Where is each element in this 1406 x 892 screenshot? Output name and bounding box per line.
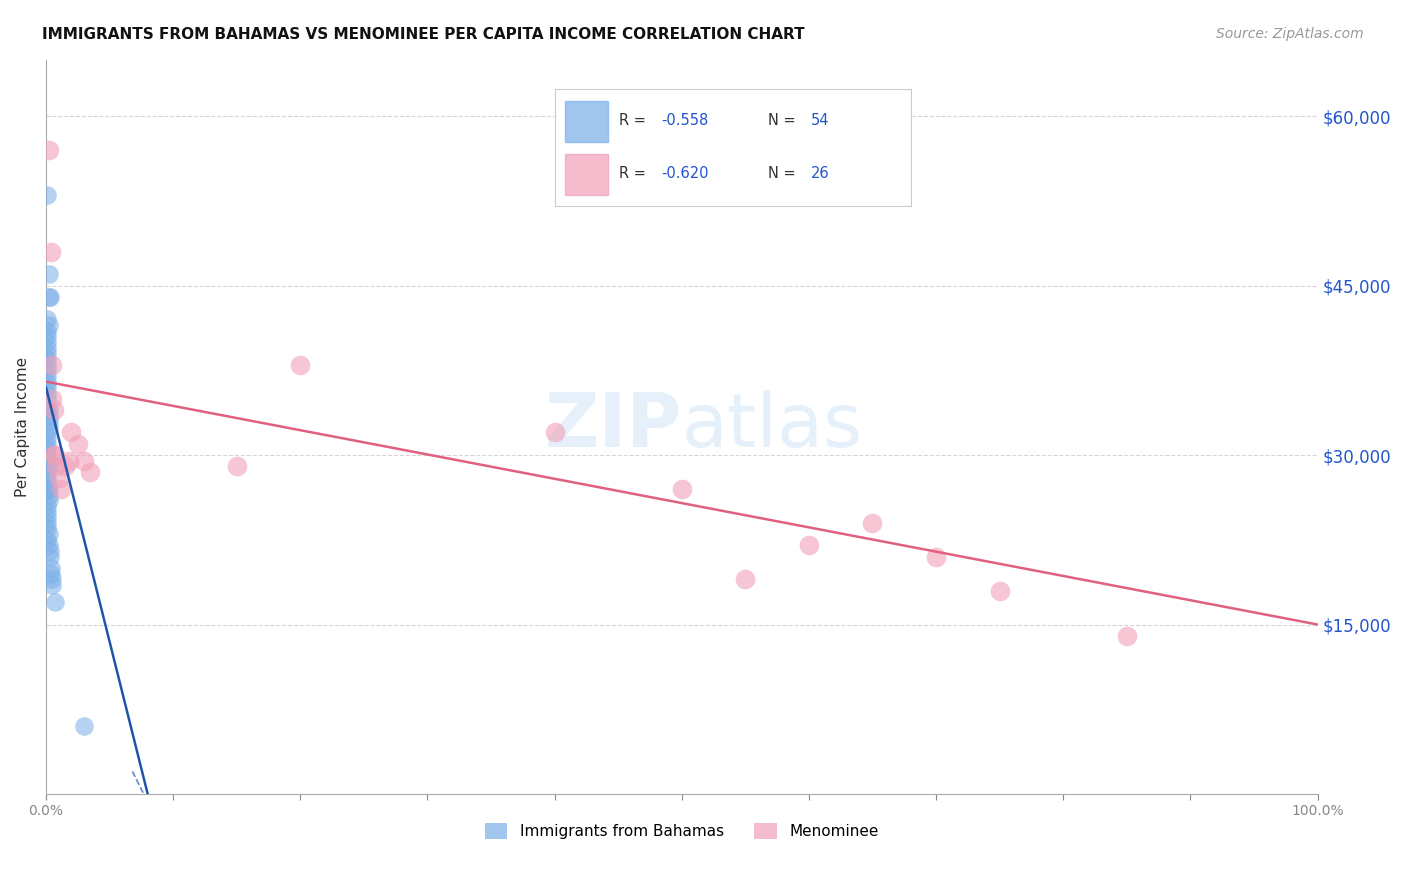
Point [37,363,59,377]
Point [42,402,65,417]
Point [925,549,948,564]
Point [38,549,60,564]
Point [48,470,70,484]
Point [53,459,76,474]
Point [671,482,693,496]
Point [37,392,59,406]
Point [38,482,60,496]
Point [79,465,101,479]
Point [41,392,63,406]
Point [51,482,73,496]
Point [37,324,59,338]
Point [58,453,80,467]
Point [38,459,60,474]
Point [38,409,60,423]
Point [38,538,60,552]
Point [66,436,89,450]
Point [38,143,60,157]
Point [1115,629,1137,643]
Point [37,358,59,372]
Text: IMMIGRANTS FROM BAHAMAS VS MENOMINEE PER CAPITA INCOME CORRELATION CHART: IMMIGRANTS FROM BAHAMAS VS MENOMINEE PER… [42,27,804,42]
Point [37,516,59,530]
Point [37,329,59,343]
Point [44,595,66,609]
Point [37,380,59,394]
Legend: Immigrants from Bahamas, Menominee: Immigrants from Bahamas, Menominee [478,817,884,845]
Point [73,719,96,733]
Point [225,459,247,474]
Point [38,419,60,434]
Point [37,448,59,462]
Point [38,544,60,558]
Point [37,510,59,524]
Point [37,368,59,383]
Point [38,493,60,508]
Point [38,290,60,304]
Point [37,351,59,366]
Point [38,290,60,304]
Point [37,436,59,450]
Point [290,358,312,372]
Point [37,431,59,445]
Point [44,448,66,462]
Text: ZIP: ZIP [544,391,682,463]
Point [39,561,62,575]
Point [734,572,756,586]
Point [37,504,59,518]
Point [38,414,60,428]
Point [37,385,59,400]
Point [37,533,59,547]
Point [37,442,59,457]
Point [39,566,62,581]
Point [37,334,59,349]
Point [38,527,60,541]
Point [38,453,60,467]
Y-axis label: Per Capita Income: Per Capita Income [15,357,30,497]
Point [37,476,59,491]
Point [37,402,59,417]
Text: atlas: atlas [682,391,863,463]
Point [41,358,63,372]
Point [42,448,65,462]
Point [37,465,59,479]
Point [41,572,63,586]
Point [38,487,60,501]
Point [38,267,60,281]
Point [797,538,820,552]
Point [862,516,884,530]
Point [37,375,59,389]
Point [37,312,59,326]
Point [38,318,60,332]
Point [45,459,67,474]
Point [73,453,96,467]
Text: Source: ZipAtlas.com: Source: ZipAtlas.com [1216,27,1364,41]
Point [41,578,63,592]
Point [37,341,59,355]
Point [37,482,59,496]
Point [37,188,59,202]
Point [60,425,83,440]
Point [988,583,1011,598]
Point [37,499,59,513]
Point [37,425,59,440]
Point [37,346,59,360]
Point [38,402,60,417]
Point [39,244,62,259]
Point [37,521,59,535]
Point [543,425,565,440]
Point [37,470,59,484]
